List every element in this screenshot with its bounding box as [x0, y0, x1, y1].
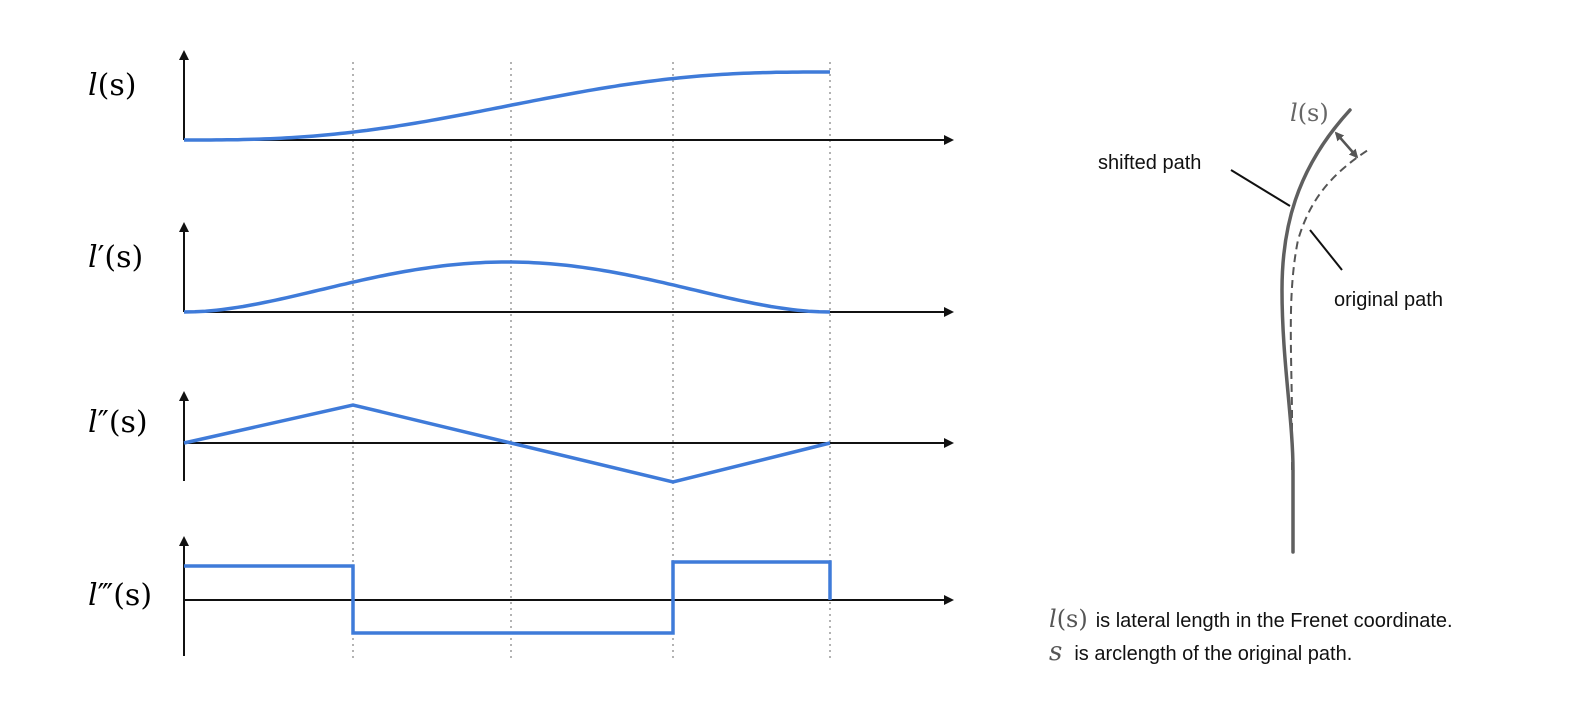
path-diagram: l(s) shifted path original path [1098, 99, 1443, 554]
shifted-path-label: shifted path [1098, 152, 1201, 174]
plot-l-prime-curve [183, 260, 831, 314]
plot-l-triple-prime-curve [184, 560, 832, 635]
plot-l-double-prime-curve [183, 403, 831, 484]
shift-distance-arrow [1334, 131, 1359, 159]
notes: l(s) is lateral length in the Frenet coor… [1049, 605, 1453, 667]
note-line-2: s is arclength of the original path. [1049, 637, 1352, 667]
guide-lines [352, 62, 831, 662]
plot-l: l(s) [88, 50, 954, 145]
shift-label: l(s) [1290, 99, 1329, 127]
plot-l-prime-label: l′(s) [88, 240, 143, 275]
shifted-path-leader [1230, 169, 1291, 207]
plot-l-double-prime: l″(s) [88, 391, 954, 484]
plot-l-triple-prime: l‴(s) [88, 536, 954, 656]
original-path-label: original path [1334, 289, 1443, 311]
note-line-1: l(s) is lateral length in the Frenet coor… [1049, 605, 1453, 633]
plot-l-triple-prime-label: l‴(s) [88, 578, 152, 613]
plot-l-prime: l′(s) [88, 222, 954, 317]
plot-l-label: l(s) [88, 68, 136, 103]
plot-l-curve [184, 70, 830, 142]
original-path-line [1289, 149, 1369, 470]
original-path-leader [1309, 229, 1343, 271]
shifted-path-line [1280, 108, 1352, 554]
plot-l-double-prime-label: l″(s) [88, 405, 148, 440]
